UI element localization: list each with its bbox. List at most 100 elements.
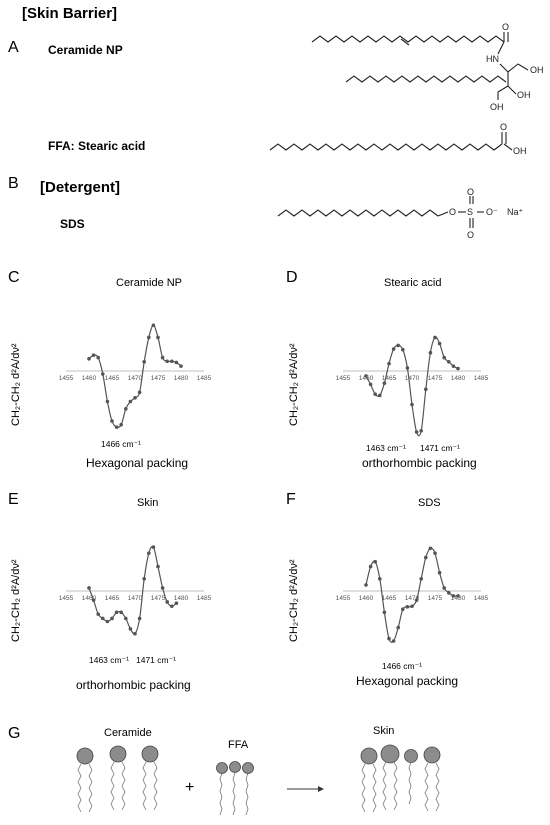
data-point [160,355,165,360]
ffa-head-2 [229,761,241,773]
sds-sodium: Na⁺ [507,207,524,217]
data-point [87,357,91,361]
data-point [128,627,133,631]
data-point [396,625,400,630]
data-point [142,360,146,364]
x-tick-label: 1470 [128,595,143,602]
x-tick-label: 1465 [382,595,397,602]
data-point [401,347,405,352]
data-point [410,604,414,609]
data-point [428,350,433,355]
x-tick-label: 1485 [474,375,489,382]
data-point [364,583,368,587]
data-point [101,372,105,376]
chart-d-peak-1463: 1463 cm⁻¹ [366,443,406,453]
data-point [382,610,387,615]
data-point [391,639,396,643]
x-tick-label: 1460 [82,595,97,602]
data-point [119,610,123,615]
chart-stearic-acid: 1455 1460 1465 1470 1475 1480 1485 [336,335,489,437]
data-point [110,419,114,423]
data-point [424,555,428,560]
ffa-head-1 [216,762,228,774]
data-point [133,396,137,400]
data-point [368,564,373,569]
data-point [451,364,456,368]
data-point [101,616,105,621]
x-tick-label: 1480 [174,375,189,382]
series-line [365,336,459,437]
data-point [179,364,183,368]
ffa-label: FFA: Stearic acid [48,139,146,153]
data-point [174,360,179,365]
data-point [156,564,160,569]
x-tick-label: 1470 [128,375,143,382]
x-tick-label: 1470 [405,375,420,382]
data-point [382,381,387,385]
data-point [447,591,451,595]
data-point [442,355,446,360]
data-point [373,392,377,396]
data-point [124,616,128,621]
ffa-lipids [216,761,254,816]
data-point [378,393,382,398]
chart-c-ylabel: CH₂-CH₂ d²A/dν² [10,343,22,427]
panel-g-ffa-label: FFA [228,739,249,751]
chart-d-title: Stearic acid [384,277,442,289]
panel-letter-g: G [8,725,21,742]
chart-c-caption: Hexagonal packing [86,456,189,470]
data-point [105,399,110,404]
data-point [147,335,151,340]
data-point [396,343,400,348]
panel-letter-f: F [286,491,296,508]
series-line [88,545,177,635]
data-point [447,360,451,364]
data-point [368,382,373,387]
data-point [405,366,410,370]
chart-e-ylabel: CH₂-CH₂ d²A/dν² [10,559,22,643]
data-point [419,428,423,433]
data-point [424,387,428,392]
skin-head-ceramide-1 [360,747,378,765]
data-point [451,594,456,598]
x-tick-label: 1465 [105,375,120,382]
chart-sds: 1455 1460 1465 1470 1475 1480 1485 [336,546,489,643]
x-tick-label: 1475 [151,595,166,602]
ceramide-oh-2: OH [517,90,531,100]
data-point [170,359,174,364]
data-point [414,430,419,434]
data-point [442,586,446,590]
sds-label: SDS [60,217,85,231]
data-point [433,551,437,555]
chart-ceramide-np: 1455 1460 1465 1470 1475 1480 1485 [59,323,212,429]
data-point [410,402,414,407]
chart-f-ylabel: CH₂-CH₂ d²A/dν² [288,559,300,643]
data-point [137,390,142,395]
data-point [124,407,128,411]
chart-d-ylabel: CH₂-CH₂ d²A/dν² [288,343,300,427]
stearic-oh: OH [513,146,527,156]
data-point [364,374,368,378]
ceramide-structure: O HN OH OH OH O OH O S O O O⁻ Na⁺ [269,22,544,240]
stearic-carbonyl-o: O [500,122,507,132]
skin-barrier-heading: [Skin Barrier] [22,5,118,22]
chart-d-caption: orthorhombic packing [362,456,477,470]
detergent-heading: [Detergent] [40,179,121,196]
skin-head-ffa [404,749,418,763]
ceramide-hn: HN [486,54,499,64]
data-point [401,607,405,612]
x-tick-label: 1475 [428,375,443,382]
chart-c-peak-1466: 1466 cm⁻¹ [101,439,141,449]
x-tick-label: 1460 [359,595,374,602]
data-point [105,619,110,624]
data-point [147,551,151,555]
chart-e-peak-1471: 1471 cm⁻¹ [136,655,176,665]
panel-letter-a: A [8,39,19,56]
x-tick-label: 1480 [451,375,466,382]
data-point [378,577,382,581]
data-point [170,604,174,609]
ceramide-oh-3: OH [490,102,504,112]
data-point [91,353,96,357]
data-point [373,559,377,564]
ceramide-oh-1: OH [530,65,544,75]
